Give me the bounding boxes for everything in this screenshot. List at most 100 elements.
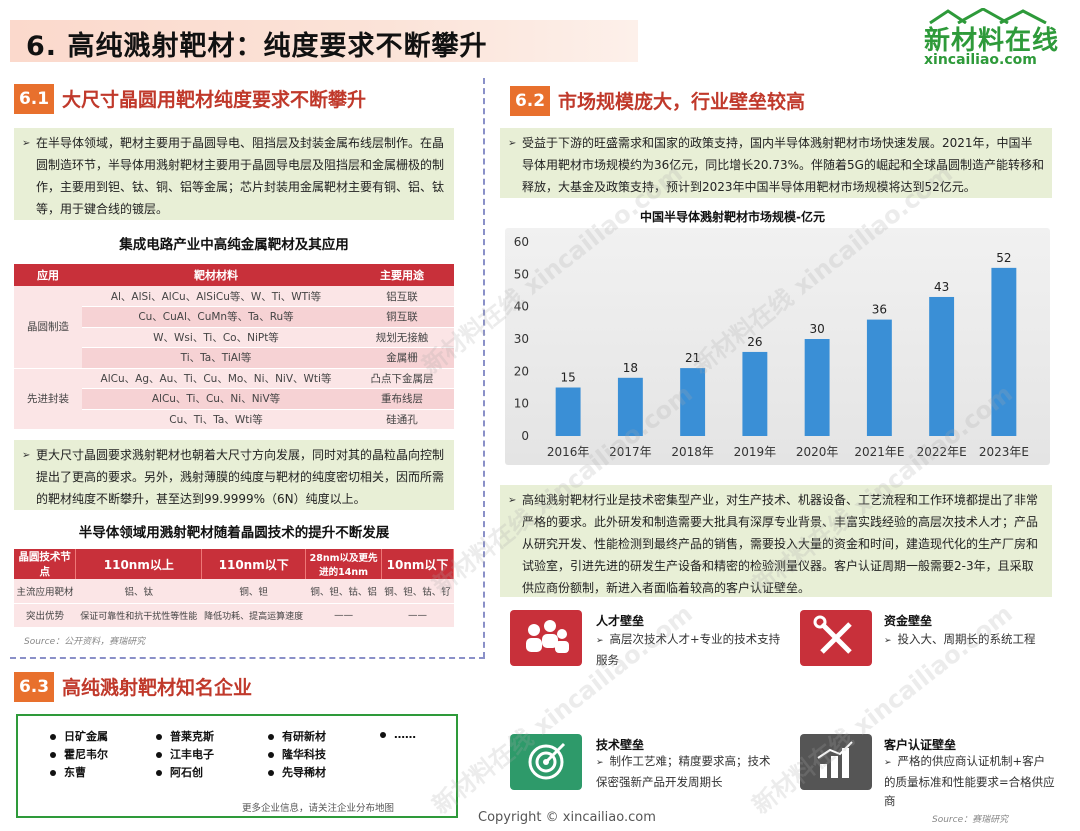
- bullet-arrow-icon: ➢: [508, 138, 517, 149]
- vertical-divider: [483, 78, 485, 658]
- table1-app-cell: 晶圆制造: [14, 286, 82, 369]
- table1-material-cell: AlCu、Ti、Cu、Ni、NiV等: [82, 388, 350, 410]
- table2-cell: 铜、钽、钴、钌: [381, 579, 454, 604]
- table1-use-cell: 规划无接触: [350, 327, 454, 348]
- bullet-dot-icon: [50, 770, 56, 776]
- section-6-2-header: 6.2 市场规模庞大，行业壁垒较高: [510, 86, 970, 116]
- page-title: 6. 高纯溅射靶材：纯度要求不断攀升: [26, 31, 488, 62]
- section-title: 市场规模庞大，行业壁垒较高: [558, 91, 806, 113]
- sec61-paragraph-2: ➢ 更大尺寸晶圆要求溅射靶材也朝着大尺寸方向发展，同时对其的晶粒晶向控制提出了更…: [14, 440, 454, 510]
- bar-2022年E: [929, 296, 955, 436]
- company-item: 日矿金属: [50, 728, 108, 744]
- y-tick-label: 40: [514, 300, 529, 314]
- bar-2021年E: [866, 319, 892, 436]
- bullet-dot-icon: [50, 734, 56, 740]
- bar-2017年: [617, 377, 643, 436]
- sec62-para1-text: 受益于下游的旺盛需求和国家的政策支持，国内半导体溅射靶材市场快速发展。2021年…: [522, 136, 1044, 194]
- bullet-dot-icon: [156, 734, 162, 740]
- x-tick-label: 2022年E: [917, 445, 967, 459]
- copyright: Copyright © xincailiao.com: [478, 810, 656, 825]
- title-bar: 6. 高纯溅射靶材：纯度要求不断攀升: [10, 20, 638, 62]
- x-tick-label: 2018年: [671, 445, 714, 459]
- bar-value-label: 26: [747, 335, 762, 349]
- table1-use-cell: 重布线层: [350, 388, 454, 410]
- section-number: 6.2: [510, 86, 550, 116]
- company-item: 隆华科技: [268, 746, 326, 762]
- table2-header: 28nm以及更先进的14nm: [305, 549, 383, 579]
- barrier-capital: [800, 610, 872, 666]
- bar-value-label: 15: [560, 371, 575, 385]
- table2-header: 110nm以上: [75, 549, 203, 579]
- bar-value-label: 18: [623, 361, 638, 375]
- company-item: ……: [380, 728, 416, 741]
- table-row: Ti、Ta、TiAl等 金属栅: [14, 347, 454, 369]
- table-row: 主流应用靶材 铝、钛 铜、钽 铜、钽、钴、铝 铜、钽、钴、钌: [14, 579, 454, 604]
- barrier-title: 技术壁垒: [596, 738, 645, 752]
- roof-logo-icon: [929, 8, 1047, 24]
- barrier-technology: [510, 734, 582, 790]
- table-row: AlCu、Ti、Cu、Ni、NiV等 重布线层: [14, 388, 454, 410]
- sec61-source: Source：公开资料，赛瑞研究: [24, 637, 146, 647]
- barrier-title: 客户认证壁垒: [884, 738, 957, 752]
- sec61-para1-text: 在半导体领域，靶材主要用于晶圆导电、阻挡层及封装金属布线层制作。在晶圆制造环节，…: [36, 136, 445, 216]
- bar-value-label: 36: [872, 303, 887, 317]
- bullet-arrow-icon: ➢: [22, 138, 31, 149]
- x-tick-label: 2020年: [796, 445, 839, 459]
- sec62-source: Source：赛瑞研究: [932, 815, 1009, 825]
- bullet-dot-icon: [50, 752, 56, 758]
- logo-cn: 新材料在线: [924, 26, 1060, 56]
- table1-material-cell: Al、AlSi、AlCu、AlSiCu等、W、Ti、WTi等: [82, 286, 350, 307]
- company-item: 普莱克斯: [156, 728, 214, 744]
- target-material-table: 应用 靶材材料 主要用途 晶圆制造 Al、AlSi、AlCu、AlSiCu等、W…: [14, 264, 454, 430]
- table-row: W、Wsi、Ti、Co、NiPt等 规划无接触: [14, 327, 454, 348]
- table2-header: 晶圆技术节点: [14, 549, 77, 579]
- people-icon: [526, 620, 569, 653]
- table-row: 突出优势 保证可靠性和抗干扰性等性能 降低功耗、提高运算速度 —— ——: [14, 603, 454, 628]
- bar-value-label: 52: [996, 251, 1011, 265]
- table1-use-cell: 铝互联: [350, 286, 454, 307]
- bullet-dot-icon: [268, 752, 274, 758]
- sec62-paragraph-2: ➢ 高纯溅射靶材行业是技术密集型产业，对生产技术、机器设备、工艺流程和工作环境都…: [500, 485, 1052, 597]
- company-item: 阿石创: [156, 764, 203, 780]
- barrier-text: ➢ 严格的供应商认证机制+客户的质量标准和性能要求=合格供应商: [884, 754, 1055, 808]
- bar-2023年E: [991, 267, 1017, 436]
- barrier-title: 人才壁垒: [596, 614, 645, 628]
- barrier-talent: [510, 610, 582, 666]
- company-item: 先导稀材: [268, 764, 326, 780]
- table1-use-cell: 金属栅: [350, 347, 454, 369]
- company-item: 有研新材: [268, 728, 326, 744]
- table1-title: 集成电路产业中高纯金属靶材及其应用: [119, 237, 349, 253]
- x-tick-label: 2019年: [734, 445, 777, 459]
- table1-material-cell: Ti、Ta、TiAl等: [82, 347, 350, 369]
- chart-title: 中国半导体溅射靶材市场规模-亿元: [640, 210, 825, 224]
- table2-title: 半导体领域用溅射靶材随着晶圆技术的提升不断发展: [78, 525, 390, 541]
- table2-cell: 突出优势: [14, 603, 76, 628]
- table2-header: 10nm以下: [381, 549, 454, 579]
- wafer-node-table: 晶圆技术节点 110nm以上 110nm以下 28nm以及更先进的14nm 10…: [14, 549, 454, 628]
- table2-cell: ——: [305, 603, 382, 628]
- table2-cell: ——: [381, 603, 454, 628]
- table-row: 先进封装 AlCu、Ag、Au、Ti、Cu、Mo、Ni、NiV、Wti等 凸点下…: [14, 368, 454, 430]
- bar-value-label: 21: [685, 351, 700, 365]
- table-row: Cu、CuAl、CuMn等、Ta、Ru等 铜互联: [14, 306, 454, 328]
- company-list-box: [16, 714, 458, 818]
- sec61-paragraph-1: ➢ 在半导体领域，靶材主要用于晶圆导电、阻挡层及封装金属布线层制作。在晶圆制造环…: [14, 128, 454, 220]
- brand-logo[interactable]: 新材料在线 xincailiao.com: [918, 6, 1066, 68]
- table1-use-cell: 硅通孔: [350, 409, 454, 430]
- sec62-para2-text: 高纯溅射靶材行业是技术密集型产业，对生产技术、机器设备、工艺流程和工作环境都提出…: [522, 493, 1039, 595]
- table2-cell: 降低功耗、提高运算速度: [201, 603, 306, 628]
- section-6-1-header: 6.1 大尺寸晶圆用靶材纯度要求不断攀升: [14, 84, 474, 114]
- horizontal-divider: [10, 657, 485, 659]
- table2-cell: 铜、钽: [201, 579, 306, 604]
- bar-value-label: 30: [809, 322, 824, 336]
- barrier-text: ➢ 投入大、周期长的系统工程: [884, 632, 1036, 646]
- bar-2016年: [555, 387, 581, 436]
- section-number: 6.3: [14, 672, 54, 702]
- chart-icon: [817, 741, 853, 778]
- company-item: 霍尼韦尔: [50, 746, 108, 762]
- table2-cell: 铜、钽、钴、铝: [305, 579, 382, 604]
- table1-material-cell: Cu、CuAl、CuMn等、Ta、Ru等: [82, 306, 350, 328]
- bar-2020年: [804, 339, 830, 436]
- x-tick-label: 2016年: [547, 445, 590, 459]
- company-map-note[interactable]: 更多企业信息，请关注企业分布地图: [242, 803, 395, 814]
